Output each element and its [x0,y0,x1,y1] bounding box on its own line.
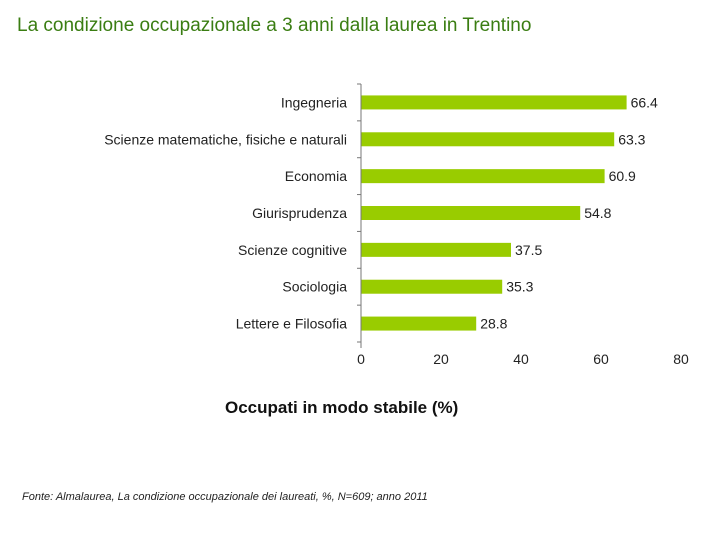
data-label: 37.5 [515,242,542,258]
x-tick-label: 80 [673,351,689,367]
bar [361,132,615,147]
data-label: 66.4 [631,94,658,110]
data-label: 28.8 [480,316,507,332]
category-label: Scienze matematiche, fisiche e naturali [104,131,347,147]
data-label: 54.8 [584,205,611,221]
page-title: La condizione occupazionale a 3 anni dal… [17,15,532,36]
category-label: Giurisprudenza [252,205,347,221]
axis-layer: Ingegneria 66.4 Scienze matematiche, fisic… [104,83,689,367]
x-axis-title: Occupati in modo stabile (%) [225,398,459,417]
data-label: 35.3 [506,279,533,295]
x-tick-label: 40 [513,351,529,367]
x-tick-label: 0 [357,351,365,367]
bar [361,206,581,220]
data-label: 60.9 [609,168,636,184]
bar [361,279,503,294]
x-tick-label: 60 [593,351,609,367]
category-label: Ingegneria [281,94,347,110]
category-label: Scienze cognitive [238,242,347,258]
category-label: Lettere e Filosofia [236,316,347,332]
bar [361,169,605,184]
bar [361,242,511,257]
bar [361,95,627,110]
source-note: Fonte: Almalaurea, La condizione occupaz… [22,491,428,503]
bars-layer [361,95,627,331]
data-label: 63.3 [618,131,645,147]
category-label: Economia [285,168,347,184]
category-label: Sociologia [282,279,347,295]
x-tick-label: 20 [433,351,449,367]
bar [361,316,477,331]
